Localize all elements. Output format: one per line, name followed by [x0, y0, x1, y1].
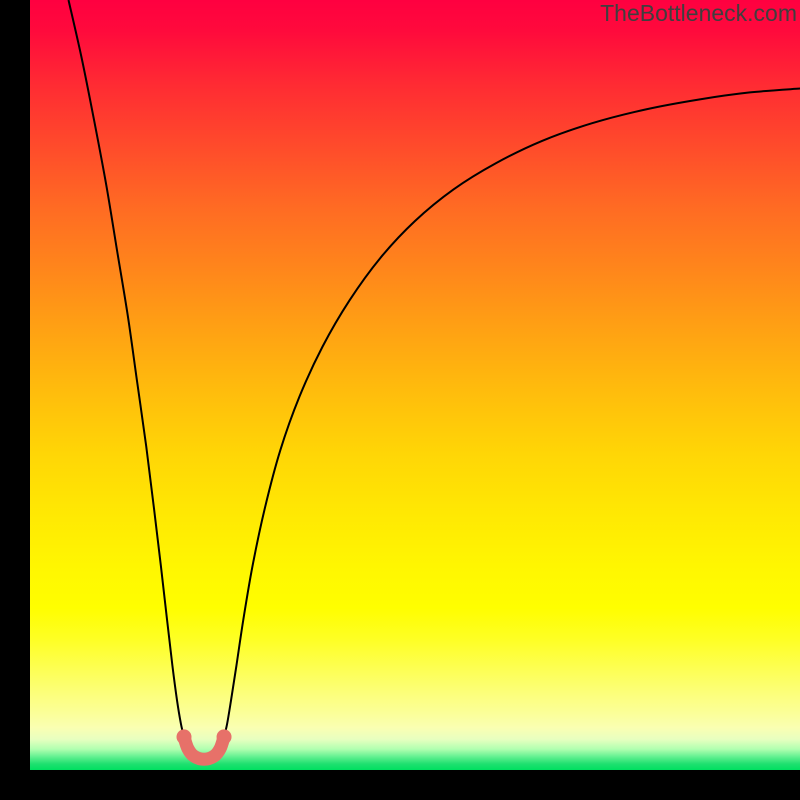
- chart-outer-frame: TheBottleneck.com: [0, 0, 800, 800]
- plot-area: [30, 0, 800, 770]
- valley-marker-dot-right: [217, 729, 232, 744]
- right-curve: [224, 89, 800, 737]
- curves-layer: [30, 0, 800, 770]
- left-curve: [69, 0, 185, 737]
- watermark-text: TheBottleneck.com: [600, 0, 797, 27]
- valley-marker-dot-left: [177, 729, 192, 744]
